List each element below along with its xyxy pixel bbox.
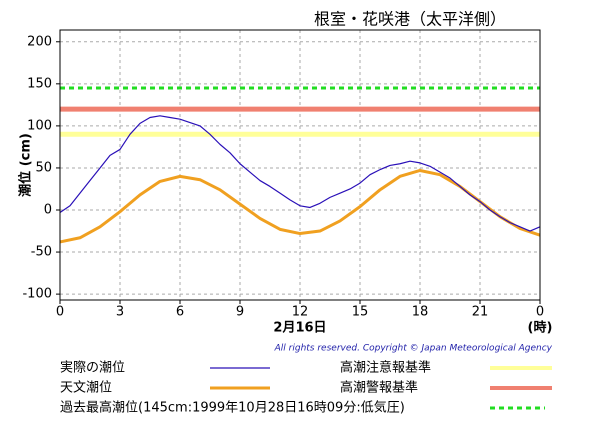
y-tick-label: -100 [22,287,52,302]
chart-title: 根室・花咲港（太平洋側） [314,10,506,29]
x-tick-label: 21 [472,305,489,320]
series-line [59,115,541,232]
plot-frame [59,29,541,301]
copyright: All rights reserved. Copyright © Japan M… [274,344,553,354]
x-tick-label: 0 [56,305,64,320]
y-tick-label: -50 [31,245,52,260]
x-tick-label: 15 [352,305,369,320]
y-tick-label: 200 [27,34,52,49]
y-tick-label: 150 [27,76,52,91]
x-tick-label: 12 [292,305,309,320]
y-axis-label: 潮位 (cm) [18,133,34,197]
x-tick-label: 0 [536,305,544,320]
x-tick-label: 9 [236,305,244,320]
y-tick-label: 50 [35,160,52,175]
legend-label: 高潮警報基準 [340,380,418,396]
x-tick-label: 3 [116,305,124,320]
legend-label: 実際の潮位 [60,360,125,376]
x-tick-label: 6 [176,305,184,320]
y-tick-label: 100 [27,118,52,133]
legend-label: 高潮注意報基準 [340,360,431,376]
x-axis-label: 2月16日 [273,321,326,336]
y-tick-label: 0 [44,203,52,218]
x-axis-unit: (時) [528,320,553,336]
x-tick-label: 18 [412,305,429,320]
legend-label: 天文潮位 [60,381,112,396]
legend-label: 過去最高潮位(145cm:1999年10月28日16時09分:低気圧) [60,400,405,416]
